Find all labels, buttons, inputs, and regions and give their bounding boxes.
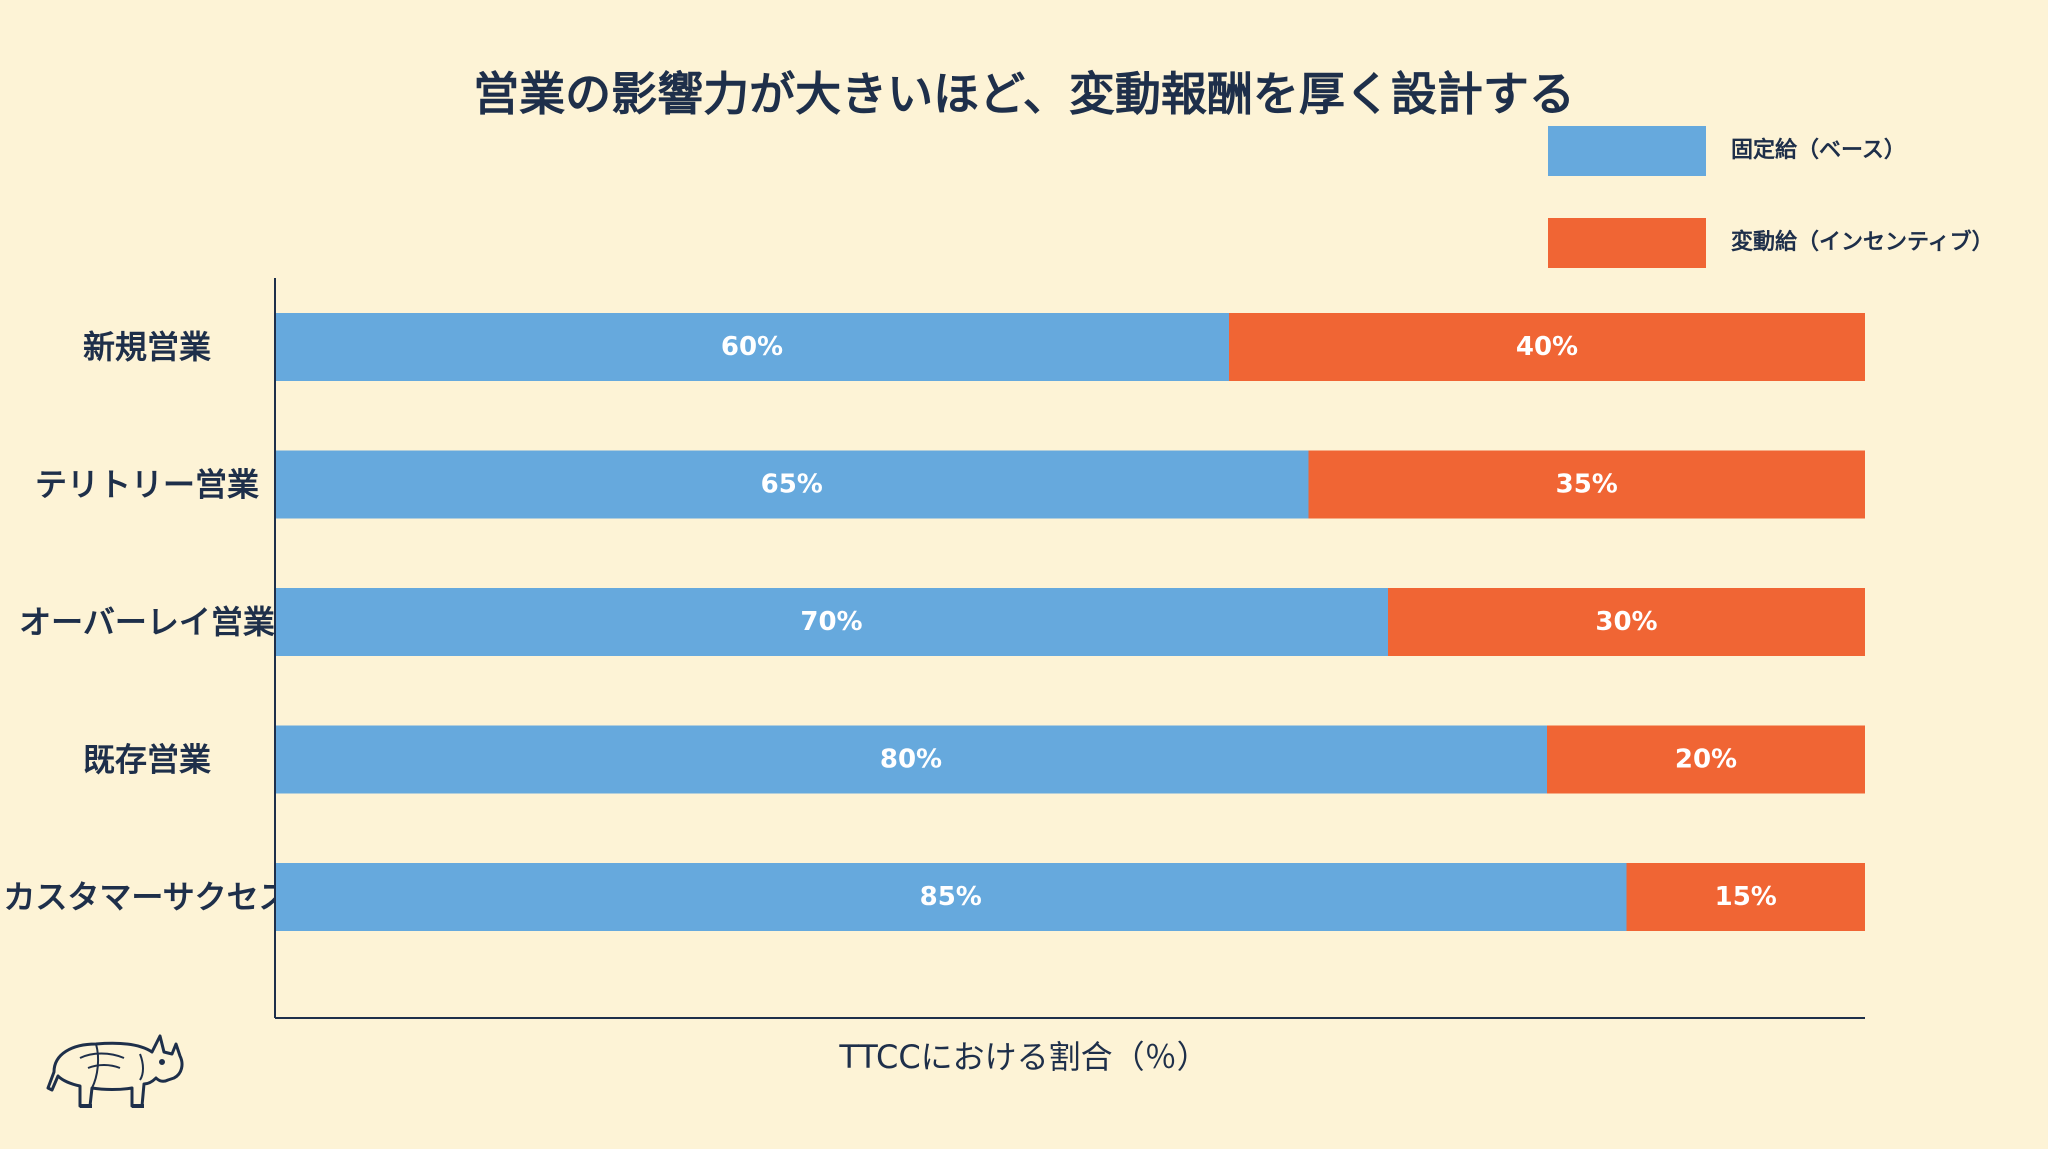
legend-swatch-base (1548, 126, 1706, 176)
bar-incentive (1308, 450, 1865, 519)
bar-incentive (1547, 725, 1865, 794)
bar-base (275, 588, 1388, 656)
category-label: 既存営業 (83, 741, 211, 779)
x-axis-label: TTCCにおける割合（％） (839, 1038, 1209, 1076)
bar-base (275, 863, 1627, 931)
bar-base (275, 313, 1229, 381)
category-label: 新規営業 (83, 328, 211, 366)
category-label: テリトリー営業 (35, 466, 259, 504)
bar-incentive (1229, 313, 1865, 381)
bar-value-label: 40% (1516, 332, 1578, 362)
bar-incentive (1626, 863, 1865, 931)
category-label: カスタマーサクセス (3, 878, 290, 916)
bar-value-label: 70% (800, 607, 862, 637)
bar-value-label: 15% (1715, 882, 1777, 912)
legend-label-base: 固定給（ベース） (1731, 138, 1906, 163)
category-label: オーバーレイ営業 (19, 603, 275, 641)
legend-label-incentive: 変動給（インセンティブ） (1731, 230, 1994, 255)
bar-incentive (1388, 588, 1865, 656)
bar-value-label: 30% (1595, 607, 1657, 637)
legend-swatch-incentive (1548, 218, 1706, 268)
bar-value-label: 85% (920, 882, 982, 912)
bar-base (275, 450, 1309, 519)
bar-value-label: 65% (761, 470, 823, 500)
chart-title: 営業の影響力が大きいほど、変動報酬を厚く設計する (473, 67, 1575, 121)
bar-value-label: 35% (1556, 470, 1618, 500)
rhino-icon (46, 1034, 184, 1108)
bar-value-label: 80% (880, 745, 942, 775)
bar-value-label: 20% (1675, 745, 1737, 775)
bar-base (275, 725, 1547, 794)
bar-value-label: 60% (721, 332, 783, 362)
